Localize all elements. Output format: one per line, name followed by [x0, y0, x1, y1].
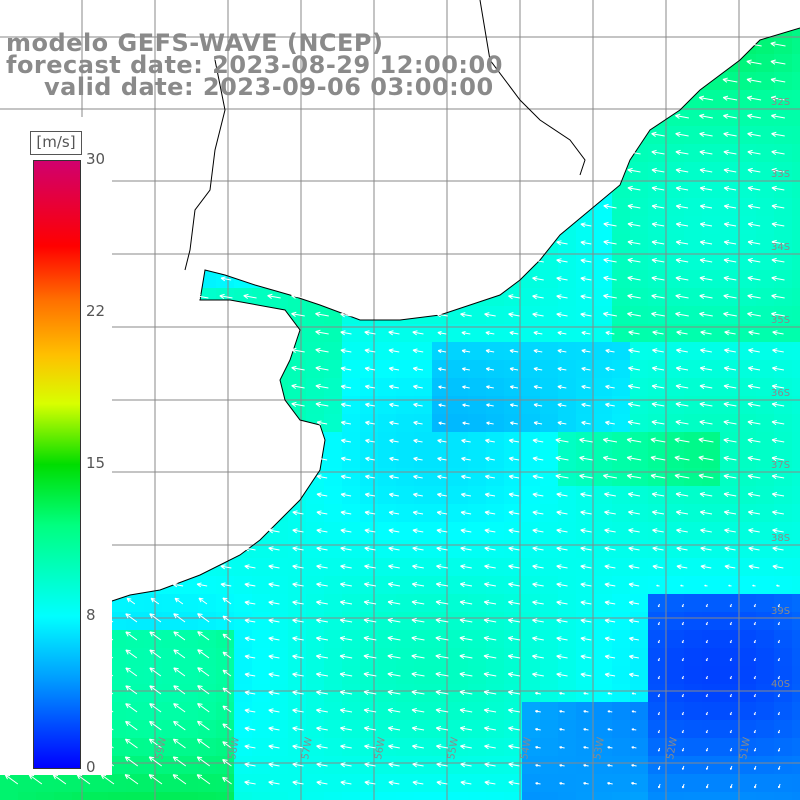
valid-date: valid date: 2023-09-06 03:00:00 [44, 73, 494, 101]
longitude-label: 58W [227, 736, 242, 760]
latitude-label: 35S [771, 315, 790, 326]
land-mass [0, 0, 800, 620]
colorbar-tick-30: 30 [86, 150, 106, 168]
longitude-label: 54W [519, 736, 534, 760]
latitude-label: 40S [771, 679, 790, 690]
colorbar-units: [m/s] [30, 131, 82, 155]
latitude-label: 32S [771, 97, 790, 108]
longitude-label: 55W [446, 736, 461, 760]
latitude-label: 38S [771, 533, 790, 544]
colorbar-tick-8: 8 [86, 606, 96, 624]
latitude-label: 34S [771, 242, 790, 253]
colorbar-tick-15: 15 [86, 454, 106, 472]
colorbar-tick-0: 0 [86, 758, 96, 776]
longitude-label: 56W [373, 736, 388, 760]
longitude-label: 51W [738, 736, 753, 760]
latitude-label: 33S [771, 169, 790, 180]
colorbar [33, 160, 81, 769]
longitude-label: 57W [300, 736, 315, 760]
latitude-labels: 32S 33S 34S 35S 36S 37S 38S 39S 40S [771, 97, 790, 690]
longitude-label: 53W [592, 736, 607, 760]
forecast-date: forecast date: 2023-08-29 12:00:00 [6, 51, 503, 79]
latitude-label: 39S [771, 606, 790, 617]
longitude-label: 59W [154, 736, 169, 760]
model-title: modelo GEFS-WAVE (NCEP) [6, 29, 384, 57]
latitude-label: 37S [771, 460, 790, 471]
colorbar-tick-22: 22 [86, 302, 106, 320]
latitude-label: 36S [771, 388, 790, 399]
longitude-label: 52W [665, 736, 680, 760]
coastline [0, 0, 800, 621]
